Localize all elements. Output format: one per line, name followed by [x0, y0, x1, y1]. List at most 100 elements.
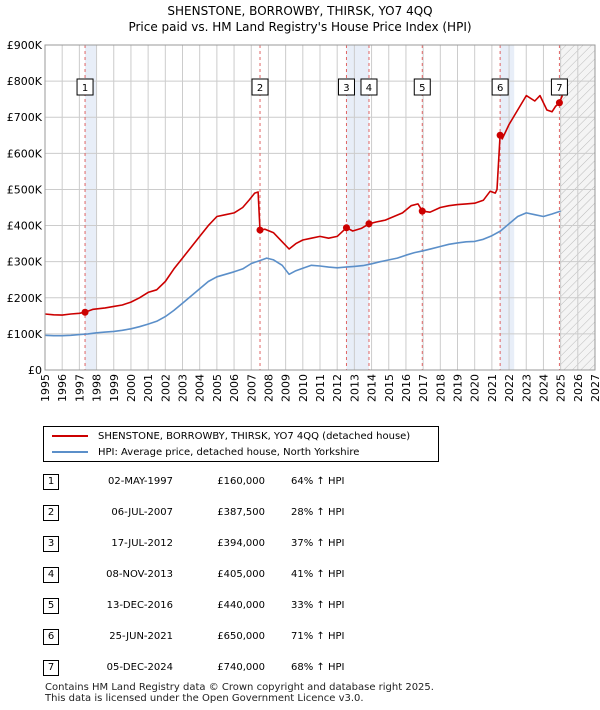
legend-item-hpi: HPI: Average price, detached house, Nort… [52, 445, 359, 459]
x-tick-label: 2013 [348, 374, 361, 402]
x-tick-label: 2023 [520, 374, 533, 402]
y-tick-label: £200K [7, 292, 43, 305]
transaction-point [342, 224, 350, 232]
x-tick-label: 1998 [91, 374, 104, 402]
transaction-point [365, 220, 373, 228]
y-tick-label: £600K [7, 147, 43, 160]
x-tick-label: 2004 [194, 374, 207, 402]
table-row: 5 13-DEC-2016 £440,000 33% ↑ HPI [43, 596, 463, 616]
transaction-date: 25-JUN-2021 [109, 631, 173, 642]
transaction-label: 5 [419, 83, 425, 94]
transaction-hpi-change: 68% ↑ HPI [291, 662, 345, 673]
transaction-date: 02-MAY-1997 [107, 476, 173, 487]
transaction-hpi-change: 64% ↑ HPI [291, 476, 345, 487]
transaction-price: £405,000 [217, 569, 265, 580]
transaction-hpi-change: 71% ↑ HPI [291, 631, 345, 642]
highlight-span [85, 45, 97, 370]
transaction-date: 06-JUL-2007 [111, 507, 173, 518]
legend-swatch-hpi [52, 451, 88, 453]
transaction-price: £650,000 [217, 631, 265, 642]
transaction-price: £440,000 [217, 600, 265, 611]
x-tick-label: 2008 [262, 374, 275, 402]
transaction-hpi-change: 41% ↑ HPI [291, 569, 345, 580]
chart-legend: SHENSTONE, BORROWBY, THIRSK, YO7 4QQ (de… [43, 426, 439, 462]
transaction-point [555, 99, 563, 107]
transaction-label: 1 [82, 83, 88, 94]
series-line [44, 210, 561, 337]
table-row: 2 06-JUL-2007 £387,500 28% ↑ HPI [43, 503, 463, 523]
y-tick-label: £0 [28, 364, 42, 377]
x-tick-label: 2025 [555, 374, 568, 402]
x-tick-label: 2001 [142, 374, 155, 402]
transaction-point [256, 226, 264, 234]
transaction-label: 4 [366, 83, 372, 94]
legend-swatch-property [52, 435, 88, 437]
transaction-date: 17-JUL-2012 [111, 538, 173, 549]
table-row: 6 25-JUN-2021 £650,000 71% ↑ HPI [43, 627, 463, 647]
y-tick-label: £500K [7, 183, 43, 196]
transaction-point [496, 131, 504, 139]
x-tick-label: 2003 [177, 374, 190, 402]
attribution-line: Contains HM Land Registry data © Crown c… [45, 682, 434, 693]
series-line [44, 94, 564, 316]
transaction-hpi-change: 33% ↑ HPI [291, 600, 345, 611]
x-tick-label: 1995 [39, 374, 52, 402]
transaction-label-box [413, 78, 431, 96]
transaction-number: 1 [43, 474, 59, 490]
y-tick-label: £700K [7, 111, 43, 124]
transaction-label: 7 [556, 83, 562, 94]
x-tick-label: 2006 [228, 374, 241, 402]
transaction-number: 5 [43, 598, 59, 614]
transaction-label-box [337, 78, 355, 96]
chart-title: SHENSTONE, BORROWBY, THIRSK, YO7 4QQ [167, 4, 433, 18]
x-tick-label: 2026 [572, 374, 585, 402]
x-tick-label: 2022 [503, 374, 516, 402]
transaction-label: 6 [497, 83, 503, 94]
x-tick-label: 2016 [400, 374, 413, 402]
table-row: 3 17-JUL-2012 £394,000 37% ↑ HPI [43, 534, 463, 554]
highlight-span [500, 45, 515, 370]
transaction-number: 3 [43, 536, 59, 552]
x-tick-label: 2010 [297, 374, 310, 402]
transaction-date: 05-DEC-2024 [106, 662, 173, 673]
y-tick-label: £400K [7, 220, 43, 233]
transaction-point [81, 308, 89, 316]
legend-label-hpi: HPI: Average price, detached house, Nort… [98, 446, 360, 458]
transaction-label-box [550, 78, 568, 96]
y-tick-label: £300K [7, 256, 43, 269]
transaction-price: £160,000 [217, 476, 265, 487]
chart-subtitle: Price paid vs. HM Land Registry's House … [128, 20, 472, 34]
x-tick-label: 2005 [211, 374, 224, 402]
x-tick-label: 2011 [314, 374, 327, 402]
x-tick-label: 2012 [331, 374, 344, 402]
transaction-point [418, 207, 426, 215]
x-tick-label: 2018 [434, 374, 447, 402]
transaction-date: 08-NOV-2013 [106, 569, 173, 580]
x-tick-label: 2019 [452, 374, 465, 402]
x-tick-label: 2009 [280, 374, 293, 402]
transaction-number: 6 [43, 629, 59, 645]
x-tick-label: 2002 [159, 374, 172, 402]
transaction-number: 2 [43, 505, 59, 521]
transaction-label-box [360, 78, 378, 96]
x-tick-label: 2017 [417, 374, 430, 402]
legend-label-property: SHENSTONE, BORROWBY, THIRSK, YO7 4QQ (de… [98, 430, 411, 442]
y-tick-label: £800K [7, 75, 43, 88]
transaction-number: 7 [43, 660, 59, 676]
transaction-label-box [76, 78, 94, 96]
y-tick-label: £900K [7, 39, 43, 52]
transaction-label: 3 [343, 83, 349, 94]
transaction-price: £394,000 [217, 538, 265, 549]
legend-item-property: SHENSTONE, BORROWBY, THIRSK, YO7 4QQ (de… [52, 429, 410, 443]
transaction-price: £387,500 [217, 507, 265, 518]
x-tick-label: 2000 [125, 374, 138, 402]
x-tick-label: 1999 [108, 374, 121, 402]
x-tick-label: 1997 [73, 374, 86, 402]
table-row: 1 02-MAY-1997 £160,000 64% ↑ HPI [43, 472, 463, 492]
x-tick-label: 2007 [245, 374, 258, 402]
attribution-footer: Contains HM Land Registry data © Crown c… [45, 682, 434, 704]
table-row: 4 08-NOV-2013 £405,000 41% ↑ HPI [43, 565, 463, 585]
license-line: This data is licensed under the Open Gov… [45, 693, 364, 704]
y-tick-label: £100K [7, 328, 43, 341]
x-tick-label: 2015 [383, 374, 396, 402]
